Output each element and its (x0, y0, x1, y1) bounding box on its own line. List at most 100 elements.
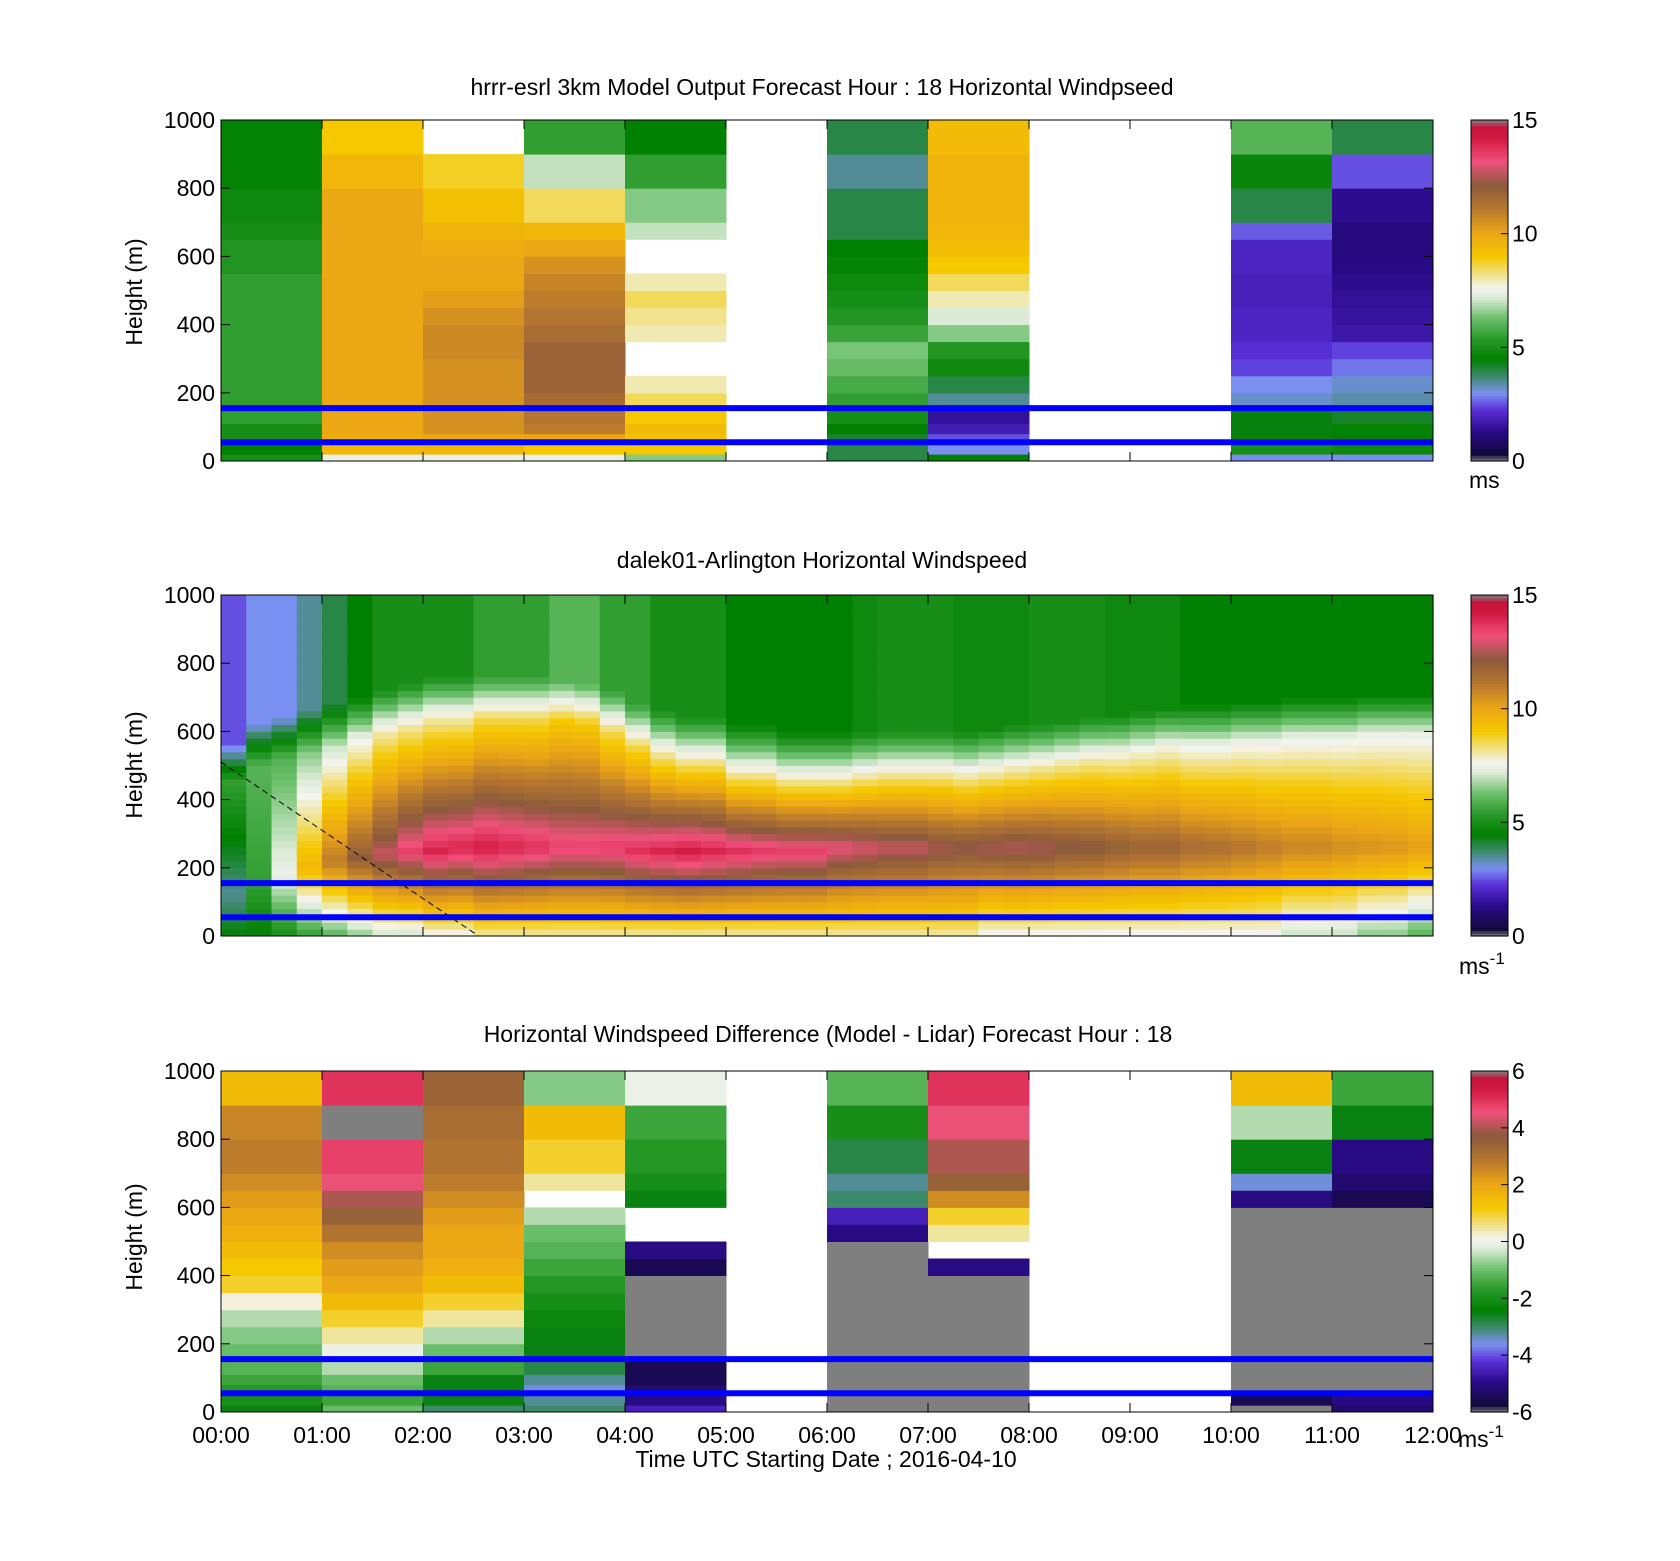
heatmap-cell (1155, 670, 1182, 678)
heatmap-cell (322, 676, 348, 685)
heatmap-cell (1256, 676, 1283, 685)
colorbar-swatch (1471, 606, 1508, 610)
heatmap-cell (423, 833, 449, 841)
colorbar-swatch (1471, 745, 1508, 750)
heatmap-cell (498, 758, 525, 766)
colorbar-swatch (1471, 1332, 1508, 1336)
heatmap-cell (928, 1384, 1030, 1396)
heatmap-cell (498, 772, 525, 780)
heatmap-cell (1155, 758, 1182, 766)
heatmap-cell (1332, 1190, 1434, 1208)
heatmap-cell (473, 895, 500, 903)
colorbar-swatch (1471, 262, 1508, 266)
heatmap-cell (700, 929, 727, 937)
heatmap-cell (221, 1139, 323, 1174)
heatmap-cell (1306, 676, 1333, 685)
heatmap-cell (423, 765, 449, 773)
heatmap-cell (322, 629, 348, 637)
colorbar-swatch (1471, 850, 1508, 855)
heatmap-cell (625, 1384, 727, 1396)
heatmap-cell (700, 833, 727, 841)
heatmap-cell (1079, 813, 1106, 821)
heatmap-cell (1231, 1190, 1333, 1208)
heatmap-cell (1155, 751, 1182, 760)
heatmap-cell (827, 1309, 929, 1328)
colorbar-swatch (1471, 250, 1508, 255)
colorbar-tick-label: 5 (1512, 334, 1525, 360)
heatmap-cell (322, 772, 348, 780)
heatmap-cell (322, 1326, 424, 1345)
heatmap-cell (322, 256, 424, 274)
heatmap-cell (625, 745, 651, 753)
heatmap-cell (827, 1190, 929, 1208)
heatmap-cell (574, 765, 601, 773)
heatmap-cell (1205, 908, 1232, 916)
colorbar-swatch (1471, 239, 1508, 243)
colorbar-swatch (1471, 1360, 1508, 1365)
heatmap-cell (322, 1395, 424, 1406)
heatmap-cell (322, 820, 348, 828)
heatmap-cell (1029, 663, 1055, 671)
heatmap-cell (1205, 663, 1232, 671)
heatmap-cell (397, 854, 424, 862)
heatmap-cell (347, 601, 374, 610)
heatmap-cell (549, 745, 576, 753)
heatmap-cell (1256, 738, 1283, 746)
heatmap-cell (928, 629, 954, 637)
heatmap-cell (271, 840, 298, 848)
heatmap-cell (1281, 806, 1308, 814)
heatmap-cell (473, 854, 500, 862)
heatmap-cell (751, 717, 778, 726)
heatmap-cell (827, 622, 853, 630)
heatmap-cell (524, 307, 626, 326)
heatmap-cell (322, 1275, 424, 1294)
heatmap-cell (1231, 676, 1257, 685)
heatmap-cell (978, 649, 1005, 657)
heatmap-cell (751, 676, 778, 685)
colorbar-swatch (1471, 1096, 1508, 1101)
heatmap-cell (1180, 901, 1207, 910)
heatmap-cell (1332, 895, 1358, 903)
heatmap-cell (1003, 895, 1030, 903)
colorbar-swatch (1471, 270, 1508, 275)
heatmap-cell (322, 704, 348, 712)
heatmap-cell (675, 724, 702, 732)
heatmap-cell (953, 615, 980, 623)
heatmap-cell (246, 908, 273, 916)
heatmap-cell (1054, 629, 1081, 637)
heatmap-cell (928, 324, 1030, 343)
heatmap-cell (1155, 635, 1182, 644)
heatmap-cell (978, 854, 1005, 862)
heatmap-cell (1357, 649, 1384, 657)
heatmap-cell (650, 642, 677, 650)
heatmap-cell (1079, 690, 1106, 698)
lidar-panel-ylabel: Height (m) (121, 711, 147, 818)
heatmap-cell (928, 867, 954, 876)
heatmap-cell (473, 663, 500, 671)
colorbar-swatch (1471, 739, 1508, 744)
colorbar-swatch (1471, 176, 1508, 181)
heatmap-cell (902, 717, 929, 726)
heatmap-cell (726, 799, 752, 807)
heatmap-cell (599, 745, 626, 753)
heatmap-cell (877, 649, 904, 657)
heatmap-cell (296, 867, 323, 876)
heatmap-cell (1231, 854, 1257, 862)
heatmap-cell (1357, 683, 1384, 691)
heatmap-cell (801, 861, 828, 869)
heatmap-cell (271, 901, 298, 910)
heatmap-cell (1357, 710, 1384, 719)
heatmap-cell (1003, 772, 1030, 780)
heatmap-cell (473, 629, 500, 637)
heatmap-cell (524, 1309, 626, 1328)
heatmap-cell (271, 772, 298, 780)
heatmap-cell (246, 922, 273, 930)
heatmap-cell (827, 601, 853, 610)
colorbar-swatch (1471, 1196, 1508, 1200)
heatmap-cell (423, 154, 525, 189)
heatmap-cell (625, 1292, 727, 1311)
heatmap-cell (549, 663, 576, 671)
heatmap-cell (650, 779, 677, 787)
heatmap-cell (1382, 867, 1409, 876)
heatmap-cell (877, 813, 904, 821)
